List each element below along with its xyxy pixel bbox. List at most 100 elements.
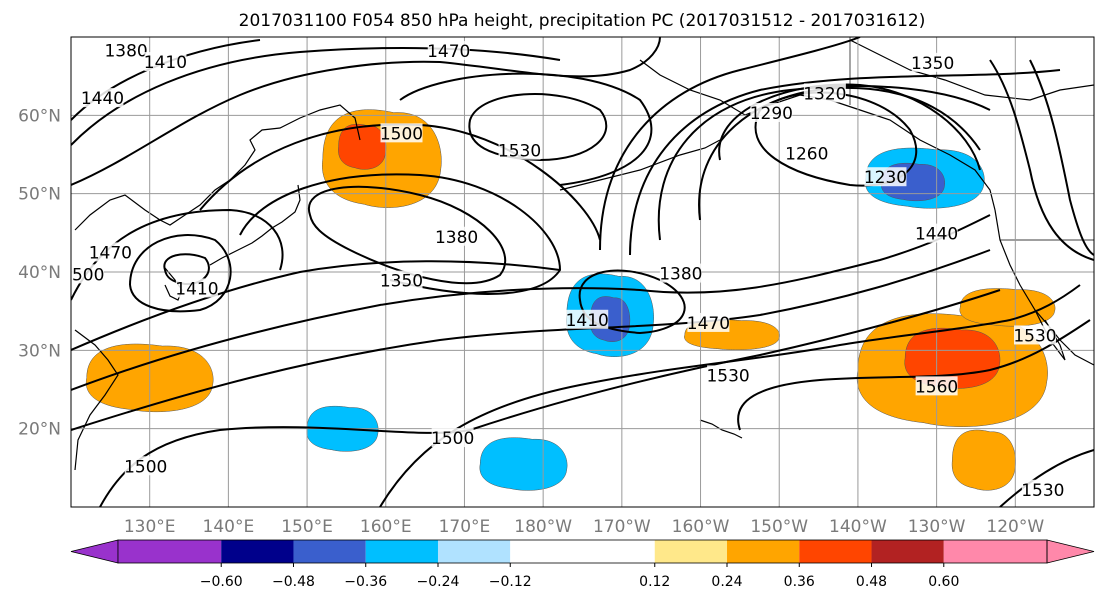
contour-label-background (427, 41, 470, 61)
y-tick-label: 50°N (18, 185, 61, 205)
colorbar-tick-label: 0.12 (639, 574, 670, 590)
contour-label-background (71, 264, 104, 284)
precipitation-anomaly-shading (85, 109, 1056, 491)
contour-label: 1440 (915, 225, 958, 245)
contour-label: 1470 (687, 314, 730, 334)
x-tick-label: 170°E (439, 517, 491, 537)
x-tick-label: 150°E (281, 517, 333, 537)
x-tick-label: 150°W (750, 517, 808, 537)
contour-label-background (431, 428, 474, 448)
contour-label: 1560 (915, 377, 958, 397)
contour-small-low-japan (163, 253, 210, 286)
contour-line (989, 59, 1094, 261)
contour-label-background (1021, 479, 1064, 499)
anomaly-region (338, 123, 387, 170)
contour-line (71, 214, 991, 391)
contour-label: 1350 (911, 54, 954, 74)
contour-label: 1440 (81, 89, 124, 109)
contour-label: 1530 (1021, 481, 1064, 501)
contour-label: 1500 (124, 457, 167, 477)
x-tick-label: 160°E (360, 517, 412, 537)
colorbar-bin (871, 540, 944, 563)
contour-low-west-pacific (307, 185, 507, 285)
contour-labels: 1380141014401470153015001380135014101470… (61, 40, 1064, 501)
contour-label: 1530 (706, 366, 749, 386)
contour-line (71, 46, 561, 146)
longitude-tick-labels: 130°E 140°E 150°E 160°E 170°E 180°W 170°W 160°W… (124, 517, 1045, 537)
x-tick-label: 160°W (672, 517, 730, 537)
colorbar-tick-label: −0.12 (489, 574, 532, 590)
contour-line (737, 319, 1091, 431)
contour-line (71, 249, 991, 431)
contour-label-background (915, 376, 958, 396)
y-tick-label: 60°N (18, 106, 61, 126)
contour-label-background (380, 270, 423, 290)
height-contours (71, 37, 1094, 507)
colorbar-tick-label: 0.60 (928, 574, 959, 590)
contour-label-background (105, 40, 148, 60)
anomaly-region (959, 288, 1056, 327)
x-tick-label: 140°W (829, 517, 887, 537)
contour-line (71, 37, 661, 186)
contour-label: 1500 (380, 124, 423, 144)
colorbar-bin (118, 540, 222, 563)
contour-label: 1470 (427, 42, 470, 62)
colorbar-bin (799, 540, 872, 563)
coastline-arctic (849, 39, 1094, 101)
x-tick-label: 140°E (203, 517, 255, 537)
colorbar-tick-label: 0.48 (856, 574, 887, 590)
colorbar-tick-label: −0.48 (272, 574, 315, 590)
contour-line (718, 83, 981, 171)
contour-label: 1380 (659, 265, 702, 285)
colorbar-bin (654, 540, 728, 563)
x-tick-label: 120°W (986, 517, 1044, 537)
contour-label: 1500 (431, 429, 474, 449)
contour-label: 1230 (864, 168, 907, 188)
x-tick-label: 130°W (908, 517, 966, 537)
colorbar-tick-label: 0.24 (711, 574, 742, 590)
contour-label-background (687, 312, 730, 332)
colorbar-bin (221, 540, 294, 563)
y-tick-label: 30°N (18, 341, 61, 361)
contour-label-background (124, 456, 167, 476)
contour-line (129, 234, 232, 313)
contour-label: 1410 (566, 311, 609, 331)
contour-label: 1260 (785, 145, 828, 165)
contour-label: 1320 (803, 84, 846, 104)
colorbar-extend-min (70, 539, 119, 564)
contour-label-background (144, 52, 187, 72)
contour-label-background (380, 123, 423, 143)
contour-label-background (911, 52, 954, 72)
contour-line (99, 289, 1001, 507)
contour-label-background (175, 278, 218, 298)
contour-label: 1530 (498, 142, 541, 162)
anomaly-region (479, 437, 568, 491)
contour-label: 1350 (380, 272, 423, 292)
contour-line (239, 173, 562, 295)
contour-line (399, 72, 653, 186)
contour-label-background (864, 167, 907, 187)
contour-label-background (707, 365, 750, 385)
contour-line (999, 449, 1094, 507)
colorbar-bin (293, 540, 366, 563)
anomaly-region (951, 429, 1016, 491)
y-tick-label: 20°N (18, 420, 61, 440)
coastline-japan (209, 184, 301, 266)
contour-line (379, 284, 1081, 507)
colorbar-bin (510, 540, 655, 563)
colorbar-extend-max (1046, 539, 1095, 564)
coastline-china (74, 329, 119, 471)
x-tick-label: 170°W (593, 517, 651, 537)
colorbar-outline (117, 539, 1048, 564)
colorbar-tick-label: −0.24 (417, 574, 460, 590)
contour-label: 1500 (61, 265, 104, 285)
contour-high-north-pacific (468, 93, 608, 162)
colorbar-bin (943, 540, 1047, 563)
contour-label-background (81, 88, 124, 108)
contour-label-background (435, 226, 478, 246)
contour-line (657, 85, 991, 241)
contour-label: 1410 (144, 53, 187, 73)
contour-label-background (915, 223, 958, 243)
latitude-tick-labels: 20°N 30°N 40°N 50°N 60°N (18, 106, 61, 439)
